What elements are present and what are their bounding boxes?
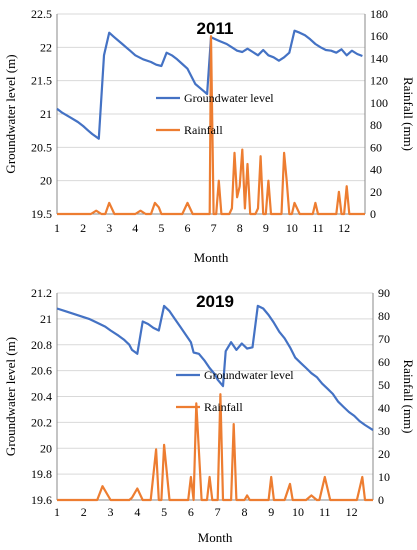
x-tick-label: 6 <box>188 505 194 519</box>
y-tick-label: 19.5 <box>31 207 52 221</box>
y2-tick-label: 0 <box>370 207 376 221</box>
y2-axis-label: Rainfall (mm) <box>401 77 416 151</box>
y2-tick-label: 60 <box>378 355 390 369</box>
y-tick-label: 19.8 <box>31 467 52 481</box>
chart-title: 2019 <box>196 292 234 311</box>
x-tick-label: 9 <box>263 221 269 235</box>
x-tick-label: 10 <box>286 221 298 235</box>
x-tick-label: 4 <box>132 221 138 235</box>
y-tick-label: 20.5 <box>31 140 52 154</box>
rainfall-line <box>57 35 365 216</box>
x-tick-label: 11 <box>319 505 331 519</box>
y2-tick-label: 10 <box>378 470 390 484</box>
x-tick-label: 12 <box>338 221 350 235</box>
y2-tick-label: 50 <box>378 378 390 392</box>
x-tick-label: 9 <box>268 505 274 519</box>
x-tick-label: 11 <box>312 221 324 235</box>
x-tick-label: 3 <box>108 505 114 519</box>
chart-title: 2011 <box>197 19 234 38</box>
y-axis-label: Groundwater level (m) <box>3 54 18 173</box>
y-tick-label: 20.4 <box>31 390 52 404</box>
legend-label: Rainfall <box>204 400 243 414</box>
y2-tick-label: 0 <box>378 493 384 507</box>
y2-tick-label: 70 <box>378 332 390 346</box>
y-tick-label: 22 <box>40 40 52 54</box>
x-tick-label: 8 <box>237 221 243 235</box>
y-tick-label: 21.2 <box>31 286 52 300</box>
y2-tick-label: 80 <box>370 118 382 132</box>
x-tick-label: 10 <box>292 505 304 519</box>
y-axis-label: Groundwater level (m) <box>3 337 18 456</box>
x-tick-label: 2 <box>81 505 87 519</box>
x-tick-label: 4 <box>134 505 140 519</box>
y-tick-label: 19.6 <box>31 493 52 507</box>
y2-tick-label: 80 <box>378 309 390 323</box>
y2-tick-label: 40 <box>378 401 390 415</box>
rainfall-line <box>57 393 373 502</box>
x-axis-label: Month <box>198 530 233 545</box>
y-tick-label: 21 <box>40 107 52 121</box>
y-tick-label: 20.2 <box>31 415 52 429</box>
y2-tick-label: 160 <box>370 29 388 43</box>
y2-tick-label: 100 <box>370 96 388 110</box>
y-tick-label: 21 <box>40 312 52 326</box>
x-tick-label: 3 <box>106 221 112 235</box>
y2-tick-label: 60 <box>370 140 382 154</box>
x-tick-label: 1 <box>54 505 60 519</box>
x-axis-label: Month <box>194 250 229 265</box>
y-tick-label: 20.6 <box>31 364 52 378</box>
y2-tick-label: 120 <box>370 74 388 88</box>
x-tick-label: 7 <box>211 221 217 235</box>
y-tick-label: 20.8 <box>31 338 52 352</box>
y2-tick-label: 30 <box>378 424 390 438</box>
y-tick-label: 22.5 <box>31 7 52 21</box>
y2-tick-label: 20 <box>370 185 382 199</box>
y-tick-label: 20 <box>40 441 52 455</box>
x-tick-label: 8 <box>241 505 247 519</box>
y2-tick-label: 180 <box>370 7 388 21</box>
x-tick-label: 2 <box>80 221 86 235</box>
x-tick-label: 5 <box>158 221 164 235</box>
y2-tick-label: 140 <box>370 51 388 65</box>
chart-panel-2019: 19.619.82020.220.420.620.82121.201020304… <box>3 286 416 545</box>
groundwater-level-line <box>56 304 374 432</box>
legend-label: Groundwater level <box>204 368 294 382</box>
groundwater-level-line <box>56 29 363 140</box>
chart-panel-2011: 19.52020.52121.52222.5020406080100120140… <box>3 7 416 265</box>
x-tick-label: 5 <box>161 505 167 519</box>
y2-tick-label: 20 <box>378 447 390 461</box>
x-tick-label: 7 <box>215 505 221 519</box>
y-tick-label: 20 <box>40 174 52 188</box>
x-tick-label: 6 <box>185 221 191 235</box>
x-tick-label: 1 <box>54 221 60 235</box>
y2-tick-label: 40 <box>370 163 382 177</box>
x-tick-label: 12 <box>346 505 358 519</box>
y2-tick-label: 90 <box>378 286 390 300</box>
legend-label: Groundwater level <box>184 91 274 105</box>
y-tick-label: 21.5 <box>31 74 52 88</box>
y2-axis-label: Rainfall (mm) <box>401 359 416 433</box>
legend-label: Rainfall <box>184 123 223 137</box>
